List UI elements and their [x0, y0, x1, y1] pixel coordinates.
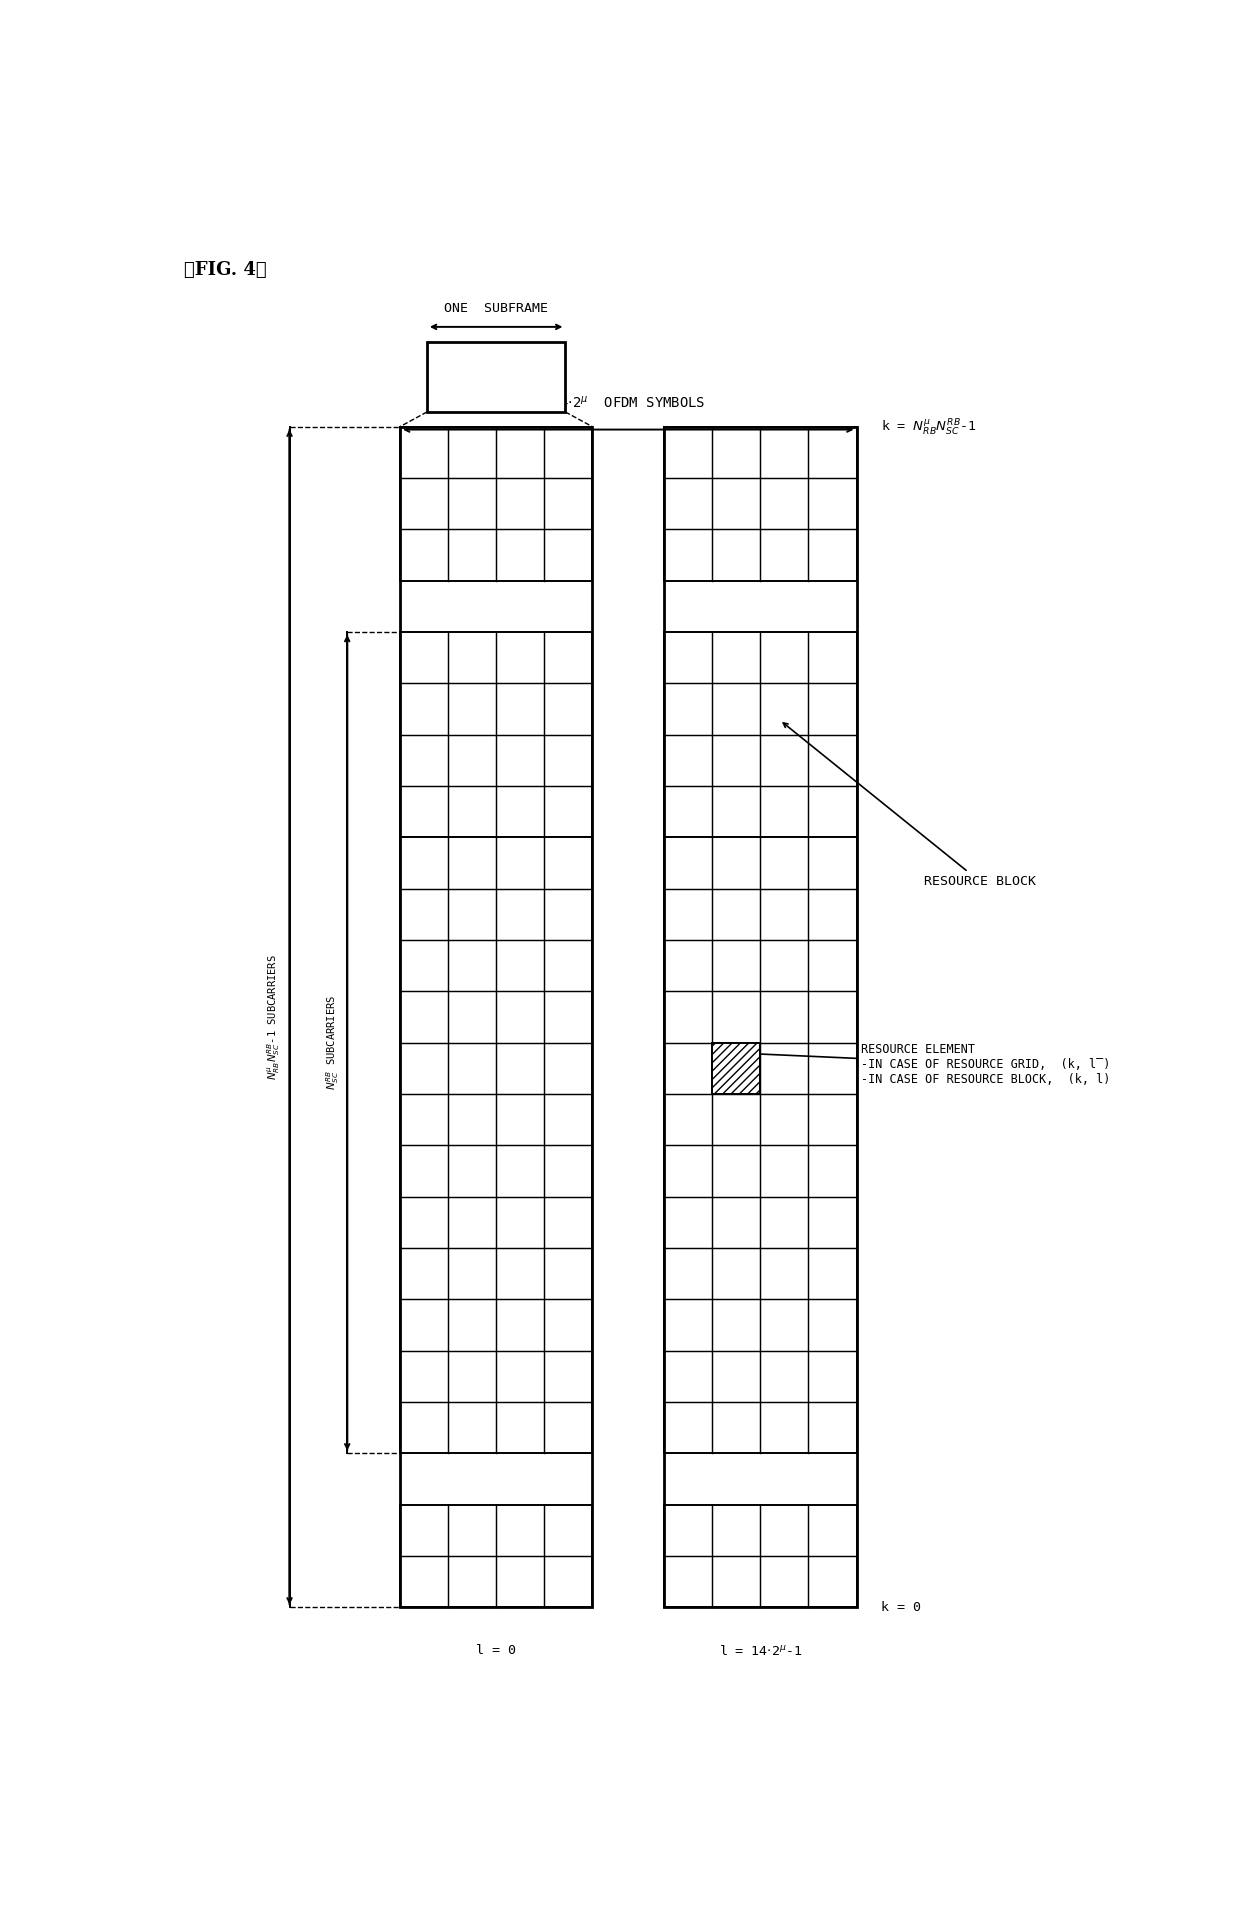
Bar — [665, 1505, 857, 1608]
Text: 14$\cdot$2$^{\mu}$  OFDM SYMBOLS: 14$\cdot$2$^{\mu}$ OFDM SYMBOLS — [551, 394, 706, 410]
Bar — [665, 427, 857, 1608]
Text: RESOURCE BLOCK: RESOURCE BLOCK — [784, 722, 1035, 888]
Bar — [401, 427, 593, 581]
Bar — [665, 427, 857, 581]
Bar — [713, 1042, 760, 1093]
Bar — [665, 632, 857, 838]
Text: k = $N_{RB}^{\mu}N_{SC}^{RB}$-1: k = $N_{RB}^{\mu}N_{SC}^{RB}$-1 — [880, 417, 977, 436]
Bar — [427, 341, 565, 411]
Text: l = 14$\cdot$2$^{\mu}$-1: l = 14$\cdot$2$^{\mu}$-1 — [719, 1644, 802, 1657]
Text: $N_{SC}^{RB}$ SUBCARRIERS: $N_{SC}^{RB}$ SUBCARRIERS — [325, 994, 341, 1090]
Bar — [401, 632, 593, 838]
Bar — [665, 838, 857, 1454]
Bar — [401, 1505, 593, 1608]
Text: $N_{RB}^{\mu}N_{SC}^{RB}$-1 SUBCARRIERS: $N_{RB}^{\mu}N_{SC}^{RB}$-1 SUBCARRIERS — [265, 954, 281, 1080]
Text: l = 0: l = 0 — [476, 1644, 516, 1657]
Text: 【FIG. 4】: 【FIG. 4】 — [184, 261, 267, 278]
Text: RESOURCE ELEMENT
-IN CASE OF RESOURCE GRID,  (k, l̅)
-IN CASE OF RESOURCE BLOCK,: RESOURCE ELEMENT -IN CASE OF RESOURCE GR… — [742, 1042, 1111, 1086]
Bar — [401, 427, 593, 1608]
Text: k = 0: k = 0 — [880, 1600, 920, 1614]
Text: ONE  SUBFRAME: ONE SUBFRAME — [444, 303, 548, 314]
Bar — [401, 838, 593, 1454]
